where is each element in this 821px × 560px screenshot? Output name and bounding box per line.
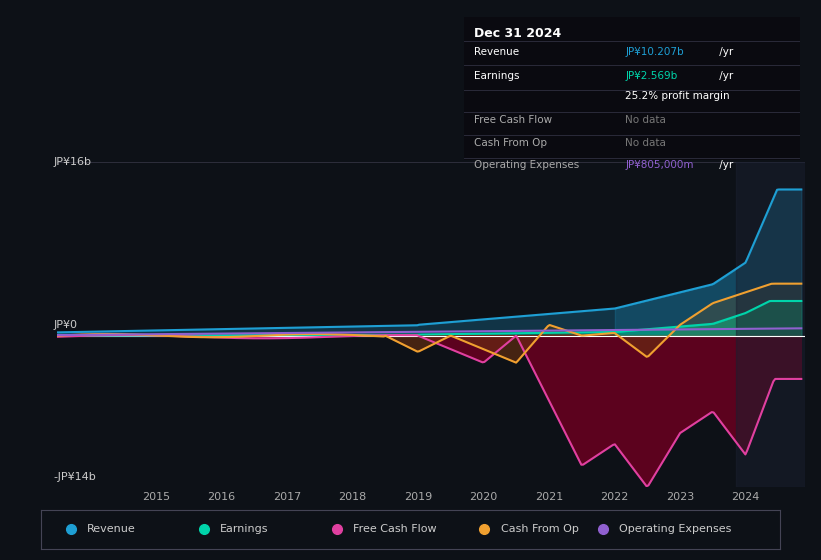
Text: Revenue: Revenue — [87, 524, 135, 534]
Text: Cash From Op: Cash From Op — [474, 138, 547, 148]
Text: Cash From Op: Cash From Op — [501, 524, 579, 534]
Text: JP¥805,000m: JP¥805,000m — [626, 160, 694, 170]
Text: No data: No data — [626, 138, 667, 148]
Text: JP¥2.569b: JP¥2.569b — [626, 71, 677, 81]
Text: Earnings: Earnings — [474, 71, 520, 81]
Text: 25.2% profit margin: 25.2% profit margin — [626, 91, 730, 101]
Text: Revenue: Revenue — [474, 47, 519, 57]
Text: Dec 31 2024: Dec 31 2024 — [474, 27, 562, 40]
Text: /yr: /yr — [716, 71, 734, 81]
Text: Earnings: Earnings — [220, 524, 268, 534]
Text: JP¥16b: JP¥16b — [53, 157, 91, 167]
Bar — [736, 162, 805, 487]
Text: Operating Expenses: Operating Expenses — [474, 160, 579, 170]
Text: JP¥10.207b: JP¥10.207b — [626, 47, 684, 57]
Text: JP¥0: JP¥0 — [53, 320, 77, 330]
Text: No data: No data — [626, 115, 667, 125]
Text: Free Cash Flow: Free Cash Flow — [353, 524, 437, 534]
Text: Operating Expenses: Operating Expenses — [619, 524, 732, 534]
Text: /yr: /yr — [716, 160, 734, 170]
Text: /yr: /yr — [716, 47, 734, 57]
Text: Free Cash Flow: Free Cash Flow — [474, 115, 552, 125]
Text: -JP¥14b: -JP¥14b — [53, 472, 96, 482]
